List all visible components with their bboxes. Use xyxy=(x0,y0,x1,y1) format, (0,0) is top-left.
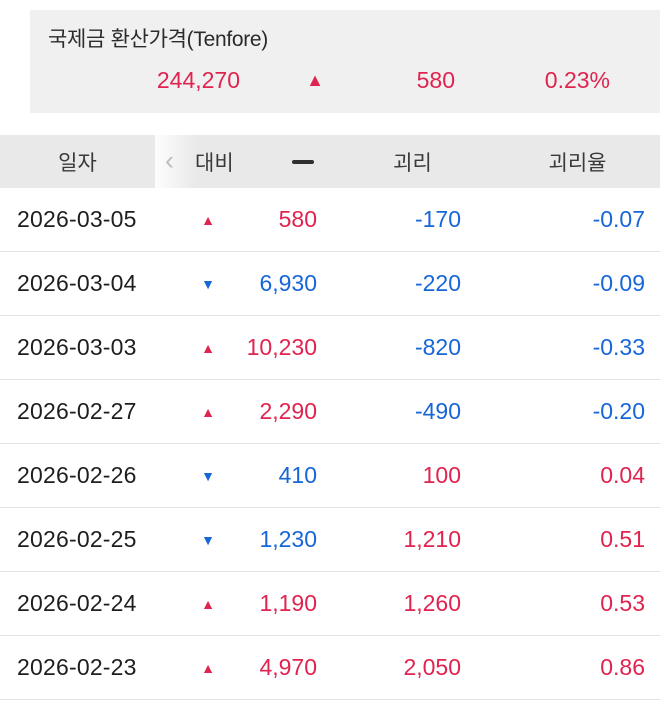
column-header-date: 일자 xyxy=(58,151,97,175)
direction-icon: ▲ xyxy=(201,339,215,356)
change-cell: ▲ 580 xyxy=(155,206,330,233)
gap-value: 2,050 xyxy=(403,654,461,680)
gap-rate-value: 0.86 xyxy=(600,654,645,680)
change-cell: ▼ 1,230 xyxy=(155,526,330,553)
page-title: 국제금 환산가격(Tenfore) xyxy=(48,28,269,51)
table-body: 2026-03-05 ▲ 580 -170 -0.07 2026-03-04 ▼… xyxy=(0,188,660,700)
gap-rate-value: -0.33 xyxy=(592,334,645,360)
column-header-gap-rate: 괴리율 xyxy=(548,151,607,175)
gap-value: -490 xyxy=(414,398,461,424)
gap-rate-value: 0.04 xyxy=(600,462,645,488)
date-cell: 2026-03-05 xyxy=(17,206,137,232)
date-cell: 2026-02-27 xyxy=(17,398,137,424)
table-row[interactable]: 2026-03-03 ▲ 10,230 -820 -0.33 xyxy=(0,316,660,380)
gap-rate-value: -0.20 xyxy=(592,398,645,424)
summary-price-row: 244,270 ▲ 580 0.23% xyxy=(48,67,660,94)
table-header: 일자 ‹ 대비 괴리 괴리율 xyxy=(0,135,660,188)
table-row[interactable]: 2026-03-04 ▼ 6,930 -220 -0.09 xyxy=(0,252,660,316)
change-value: 2,290 xyxy=(259,398,317,424)
gap-rate-value: -0.07 xyxy=(592,206,645,232)
direction-icon: ▲ xyxy=(201,403,215,420)
change-cell: ▼ 6,930 xyxy=(155,270,330,297)
table-row[interactable]: 2026-03-05 ▲ 580 -170 -0.07 xyxy=(0,188,660,252)
minus-icon[interactable] xyxy=(292,154,314,170)
column-header-change-label: 대비 xyxy=(195,151,234,175)
table-row[interactable]: 2026-02-24 ▲ 1,190 1,260 0.53 xyxy=(0,572,660,636)
change-value: 580 xyxy=(278,206,317,232)
gap-value: -820 xyxy=(414,334,461,360)
date-cell: 2026-03-04 xyxy=(17,270,137,296)
current-price: 244,270 xyxy=(156,67,240,93)
direction-icon: ▼ xyxy=(201,467,215,484)
date-cell: 2026-03-03 xyxy=(17,334,137,360)
change-cell: ▲ 1,190 xyxy=(155,590,330,617)
price-change-rate: 0.23% xyxy=(544,67,610,93)
table-row[interactable]: 2026-02-26 ▼ 410 100 0.04 xyxy=(0,444,660,508)
change-cell: ▲ 2,290 xyxy=(155,398,330,425)
date-cell: 2026-02-25 xyxy=(17,526,137,552)
direction-icon: ▲ xyxy=(201,659,215,676)
summary-banner: 국제금 환산가격(Tenfore) 244,270 ▲ 580 0.23% xyxy=(30,10,660,113)
change-value: 410 xyxy=(278,462,317,488)
column-header-gap: 괴리 xyxy=(393,151,432,175)
gap-value: 100 xyxy=(422,462,461,488)
change-value: 10,230 xyxy=(246,334,317,360)
table-row[interactable]: 2026-02-27 ▲ 2,290 -490 -0.20 xyxy=(0,380,660,444)
change-value: 4,970 xyxy=(259,654,317,680)
change-value: 1,190 xyxy=(259,590,317,616)
column-header-change[interactable]: ‹ 대비 xyxy=(155,135,330,188)
chevron-left-icon: ‹ xyxy=(165,144,174,175)
gap-value: -170 xyxy=(414,206,461,232)
gold-price-page: 국제금 환산가격(Tenfore) 244,270 ▲ 580 0.23% 일자… xyxy=(0,10,660,700)
gap-rate-value: 0.53 xyxy=(600,590,645,616)
summary-direction-icon: ▲ xyxy=(306,70,324,90)
gap-value: 1,210 xyxy=(403,526,461,552)
change-value: 1,230 xyxy=(259,526,317,552)
table-row[interactable]: 2026-02-23 ▲ 4,970 2,050 0.86 xyxy=(0,636,660,700)
direction-icon: ▲ xyxy=(201,211,215,228)
direction-icon: ▼ xyxy=(201,531,215,548)
date-cell: 2026-02-23 xyxy=(17,654,137,680)
change-value: 6,930 xyxy=(259,270,317,296)
table-row[interactable]: 2026-02-25 ▼ 1,230 1,210 0.51 xyxy=(0,508,660,572)
direction-icon: ▲ xyxy=(201,595,215,612)
date-cell: 2026-02-26 xyxy=(17,462,137,488)
change-cell: ▲ 10,230 xyxy=(155,334,330,361)
price-change: 580 xyxy=(416,67,455,93)
date-cell: 2026-02-24 xyxy=(17,590,137,616)
direction-icon: ▼ xyxy=(201,275,215,292)
gap-rate-value: -0.09 xyxy=(592,270,645,296)
change-cell: ▼ 410 xyxy=(155,462,330,489)
change-cell: ▲ 4,970 xyxy=(155,654,330,681)
gap-rate-value: 0.51 xyxy=(600,526,645,552)
gap-value: 1,260 xyxy=(403,590,461,616)
gap-value: -220 xyxy=(414,270,461,296)
